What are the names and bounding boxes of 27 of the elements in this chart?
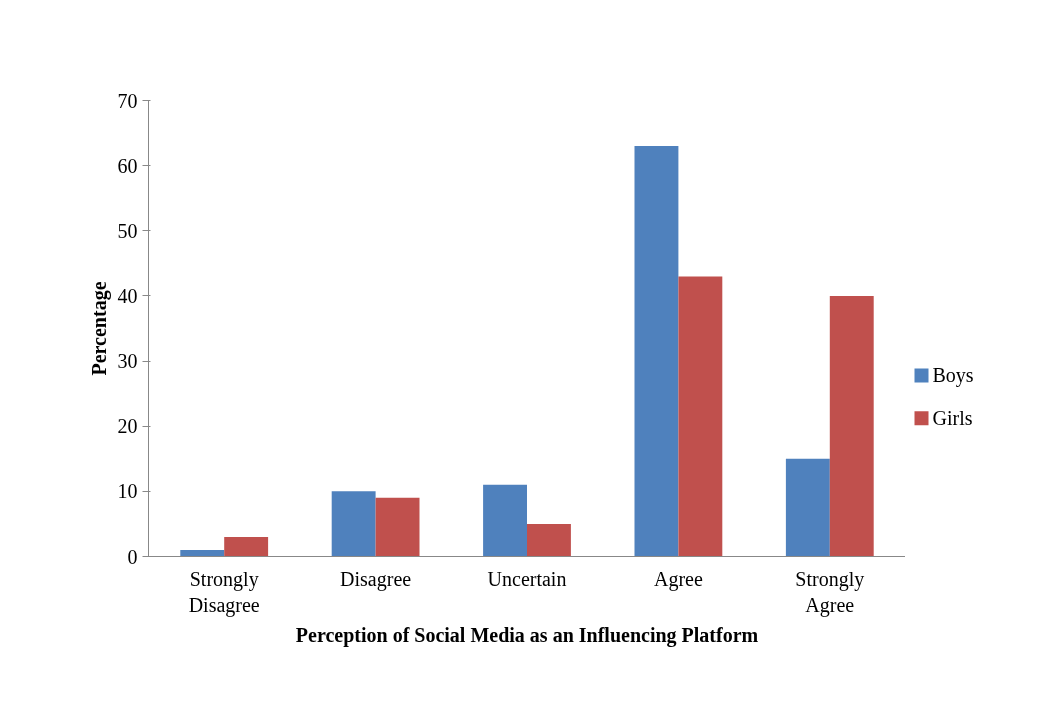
y-tick-label: 50 [117, 219, 138, 242]
bar [180, 549, 225, 557]
bar [634, 146, 679, 557]
x-tick-label: Strongly Agree [795, 567, 865, 617]
bar [224, 536, 269, 557]
bar [527, 523, 571, 557]
bar [331, 491, 376, 557]
y-tick-label: 0 [127, 545, 138, 568]
bar [375, 497, 420, 557]
legend-label: Girls [932, 407, 973, 430]
y-tick-label: 20 [117, 415, 138, 438]
bar [785, 458, 830, 557]
legend-label: Boys [932, 364, 974, 388]
y-tick-label: 40 [117, 284, 138, 307]
y-tick-label: 60 [117, 154, 138, 177]
bar [483, 484, 527, 557]
x-tick-label: Agree [653, 567, 703, 591]
y-tick-label: 10 [117, 480, 138, 503]
bar [678, 276, 723, 557]
y-axis-title: Percentage [87, 281, 111, 376]
x-tick-label: Strongly Disagree [188, 567, 260, 617]
y-tick-label: 70 [117, 89, 138, 112]
x-tick-label: Disagree [340, 567, 412, 591]
bar [829, 295, 874, 557]
x-axis-title: Perception of Social Media as an Influencing Platform [295, 623, 759, 647]
y-tick-label: 30 [117, 350, 138, 373]
x-tick-label: Uncertain [487, 567, 567, 590]
